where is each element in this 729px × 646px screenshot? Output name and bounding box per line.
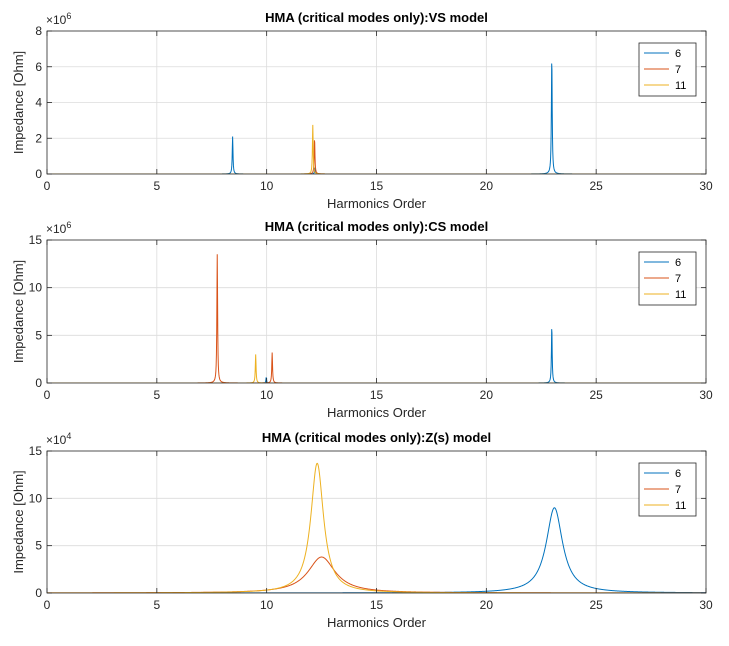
x-tick-label: 30 [699,388,713,402]
y-exponent-label: ×104 [46,431,71,447]
y-tick-label: 15 [29,233,43,247]
x-tick-label: 10 [260,598,274,612]
legend-label-11: 11 [675,80,686,92]
legend-label-11: 11 [675,289,686,301]
legend: 6 7 11 [638,42,697,97]
x-tick-label: 5 [153,598,160,612]
legend-label-6: 6 [675,468,681,480]
legend-label-6: 6 [675,257,681,269]
x-tick-label: 30 [699,179,713,193]
y-tick-label: 2 [35,131,42,145]
y-tick-label: 8 [35,24,42,38]
x-axis-label: Harmonics Order [327,405,427,420]
x-tick-label: 5 [153,179,160,193]
x-tick-label: 10 [260,388,274,402]
legend-label-11: 11 [675,500,686,512]
x-tick-label: 15 [370,179,384,193]
legend-label-7: 7 [675,484,681,496]
legend: 6 7 11 [638,462,697,517]
x-tick-label: 25 [589,179,603,193]
legend-label-7: 7 [675,273,681,285]
y-axis-label: Impedance [Ohm] [11,470,26,573]
y-tick-label: 0 [35,167,42,181]
y-axis-label: Impedance [Ohm] [11,260,26,363]
y-tick-label: 10 [29,491,43,505]
x-tick-label: 20 [480,388,494,402]
y-tick-label: 4 [35,96,42,110]
y-exponent-label: ×106 [46,11,71,27]
x-tick-label: 25 [589,598,603,612]
y-tick-label: 5 [35,539,42,553]
x-tick-label: 20 [480,179,494,193]
x-tick-label: 10 [260,179,274,193]
legend: 6 7 11 [638,251,697,306]
chart-title: HMA (critical modes only):Z(s) model [262,430,491,445]
chart-panel-1: 0 5 10 15 20 25 30 0 2 4 6 8 ×106 HMA (critical modes… [11,10,713,211]
x-tick-label: 0 [44,598,51,612]
x-axis-label: Harmonics Order [327,196,427,211]
x-tick-label: 0 [44,179,51,193]
y-tick-label: 5 [35,328,42,342]
x-tick-label: 15 [370,388,384,402]
y-tick-label: 6 [35,60,42,74]
x-tick-label: 20 [480,598,494,612]
legend-label-7: 7 [675,64,681,76]
chart-title: HMA (critical modes only):VS model [265,10,488,25]
x-tick-label: 0 [44,388,51,402]
chart-title: HMA (critical modes only):CS model [265,219,488,234]
y-exponent-label: ×106 [46,220,71,236]
y-axis-label: Impedance [Ohm] [11,51,26,154]
x-axis-label: Harmonics Order [327,615,427,630]
x-tick-label: 5 [153,388,160,402]
x-tick-label: 30 [699,598,713,612]
x-tick-label: 25 [589,388,603,402]
y-tick-label: 0 [35,586,42,600]
x-tick-label: 15 [370,598,384,612]
y-tick-label: 0 [35,376,42,390]
y-tick-label: 10 [29,281,43,295]
y-tick-label: 15 [29,444,43,458]
legend-label-6: 6 [675,48,681,60]
